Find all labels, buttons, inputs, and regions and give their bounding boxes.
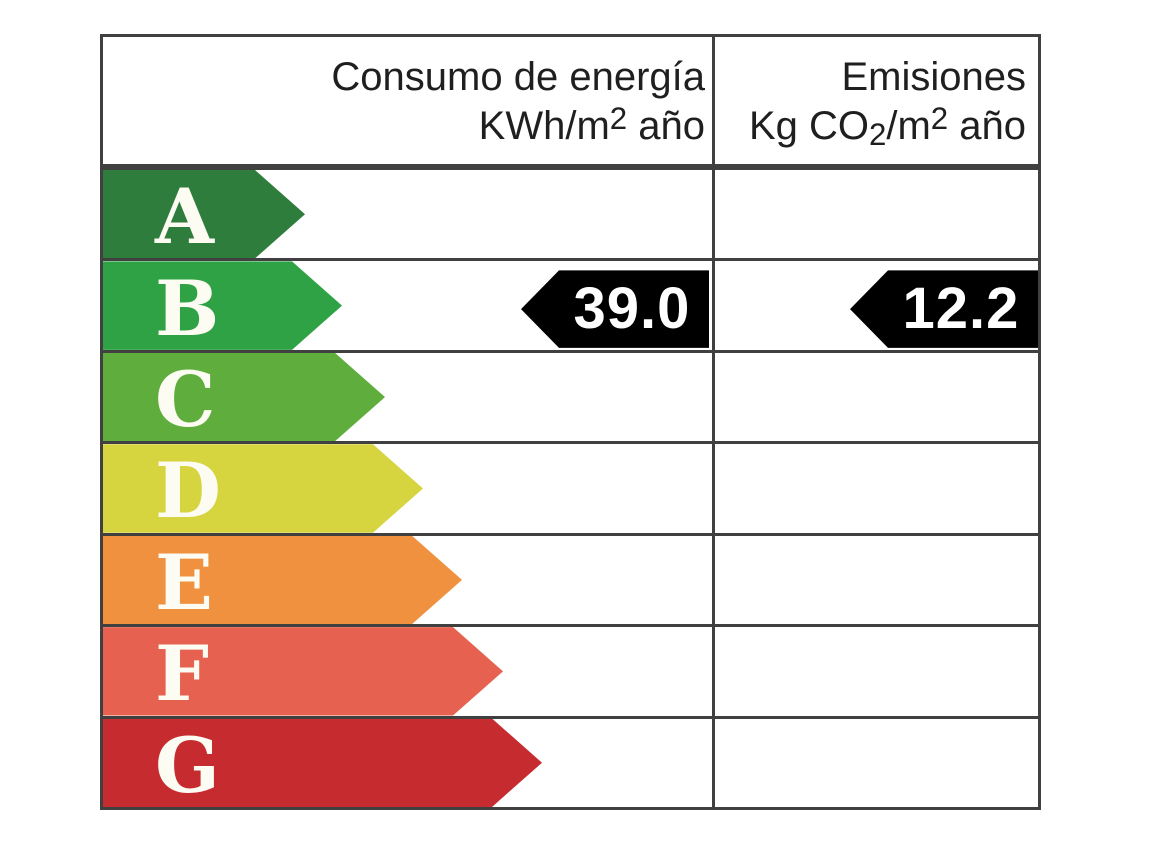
emissions-unit-superscript: 2	[930, 101, 949, 137]
rating-row-f: F	[103, 624, 1038, 715]
rating-band-arrow-e: E	[103, 536, 462, 624]
rating-band-arrow-c: C	[103, 353, 385, 441]
emissions-unit-subscript: 2	[868, 116, 887, 152]
energy-unit: KWh/m2 año	[478, 101, 705, 148]
rating-row-a: A	[103, 167, 1038, 258]
rating-row-c: C	[103, 349, 1038, 441]
rating-letter-a: A	[155, 172, 214, 262]
rating-letter-c: C	[155, 355, 216, 445]
energy-value: 39.0	[573, 276, 691, 342]
rating-letter-e: E	[155, 537, 213, 627]
rating-row-d: D	[103, 441, 1038, 532]
rating-band-arrow-b: B	[103, 261, 342, 349]
emissions-value: 12.2	[902, 276, 1020, 342]
rating-row-g: G	[103, 715, 1038, 807]
rating-letter-f: F	[155, 629, 209, 719]
emissions-column-header: Emisiones Kg CO2/m2 año	[715, 37, 1038, 164]
rating-band-arrow-d: D	[103, 444, 423, 532]
rating-band-arrow-f: F	[103, 627, 503, 715]
rating-band-arrow-g: G	[103, 719, 542, 807]
rating-row-b: B 39.0 12.2	[103, 258, 1038, 349]
rating-row-e: E	[103, 532, 1038, 624]
table-header: Consumo de energía KWh/m2 año Emisiones …	[103, 37, 1038, 167]
emissions-unit: Kg CO2/m2 año	[748, 101, 1026, 152]
rating-band-arrow-a: A	[103, 170, 305, 258]
emissions-title: Emisiones	[841, 55, 1026, 99]
rating-table: Consumo de energía KWh/m2 año Emisiones …	[100, 34, 1041, 810]
emissions-value-arrow: 12.2	[850, 270, 1038, 348]
energy-title: Consumo de energía	[331, 55, 705, 99]
energy-column-header: Consumo de energía KWh/m2 año	[103, 37, 715, 164]
rating-letter-d: D	[155, 446, 221, 536]
rating-letter-b: B	[155, 263, 220, 353]
energy-unit-superscript: 2	[609, 101, 628, 137]
energy-value-arrow: 39.0	[521, 270, 709, 348]
column-divider-line	[712, 37, 715, 807]
rating-letter-g: G	[155, 720, 220, 810]
